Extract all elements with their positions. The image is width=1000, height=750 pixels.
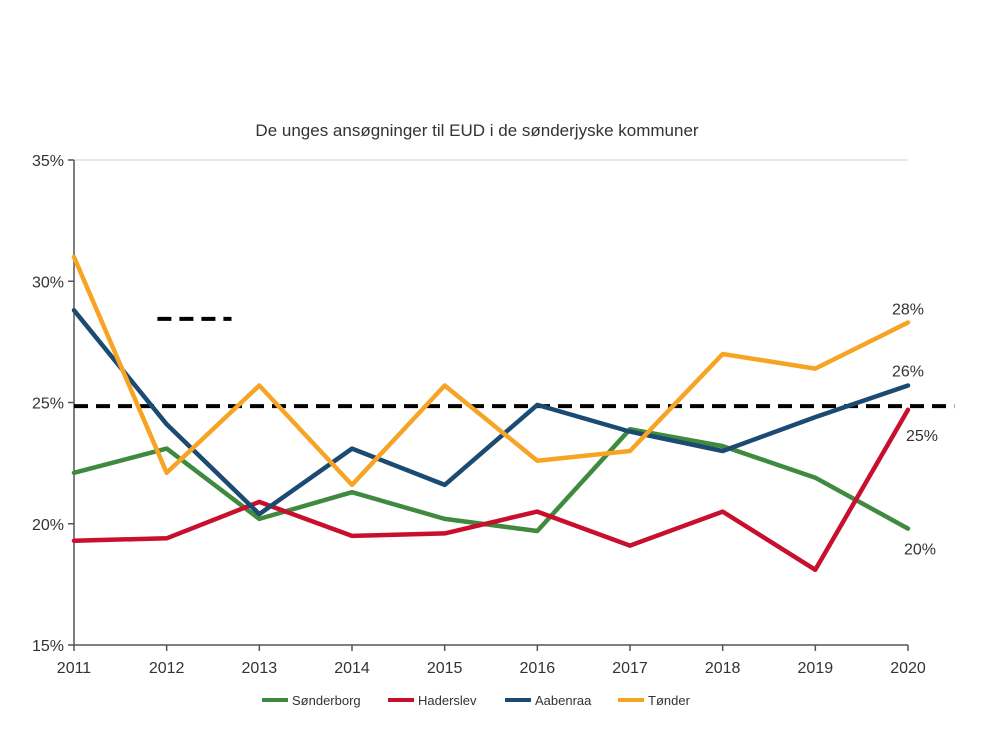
x-tick-label: 2018 — [705, 660, 741, 677]
x-tick-label: 2015 — [427, 660, 463, 677]
series-line-haderslev — [71, 407, 911, 573]
end-label-aabenraa: 26% — [892, 364, 924, 381]
x-tick-label: 2019 — [798, 660, 834, 677]
series-line-tønder — [71, 254, 911, 488]
legend-label-sønderborg: Sønderborg — [292, 693, 361, 708]
end-label-sønderborg: 20% — [904, 542, 936, 559]
series-line-sønderborg — [71, 426, 911, 534]
x-tick-label: 2016 — [520, 660, 556, 677]
y-tick-label: 20% — [32, 517, 64, 534]
y-tick-label: 30% — [32, 274, 64, 291]
series-line-aabenraa — [71, 308, 911, 517]
y-tick-label: 35% — [32, 153, 64, 170]
x-tick-label: 2013 — [242, 660, 278, 677]
legend: Sønderborg Haderslev Aabenraa Tønder — [262, 693, 691, 708]
x-tick-label: 2014 — [334, 660, 370, 677]
x-tick-label: 2020 — [890, 660, 926, 677]
series-layer — [71, 254, 911, 573]
reference-lines — [74, 316, 955, 409]
legend-label-tønder: Tønder — [648, 693, 691, 708]
end-label-tønder: 28% — [892, 301, 924, 318]
legend-label-aabenraa: Aabenraa — [535, 693, 592, 708]
y-tick-label: 15% — [32, 638, 64, 655]
chart-title: De unges ansøgninger til EUD i de sønder… — [255, 121, 698, 140]
x-tick-label: 2011 — [57, 660, 92, 677]
x-tick-label: 2012 — [149, 660, 185, 677]
end-label-haderslev: 25% — [906, 428, 938, 445]
y-tick-label: 25% — [32, 396, 64, 413]
legend-label-haderslev: Haderslev — [418, 693, 477, 708]
axes-layer: 15% 20% 25% 30% 35% 2011 2012 2013 2014 2015 2016 2… — [32, 153, 926, 677]
end-labels: 20% 25% 26% 28% — [892, 301, 938, 558]
x-tick-label: 2017 — [612, 660, 648, 677]
